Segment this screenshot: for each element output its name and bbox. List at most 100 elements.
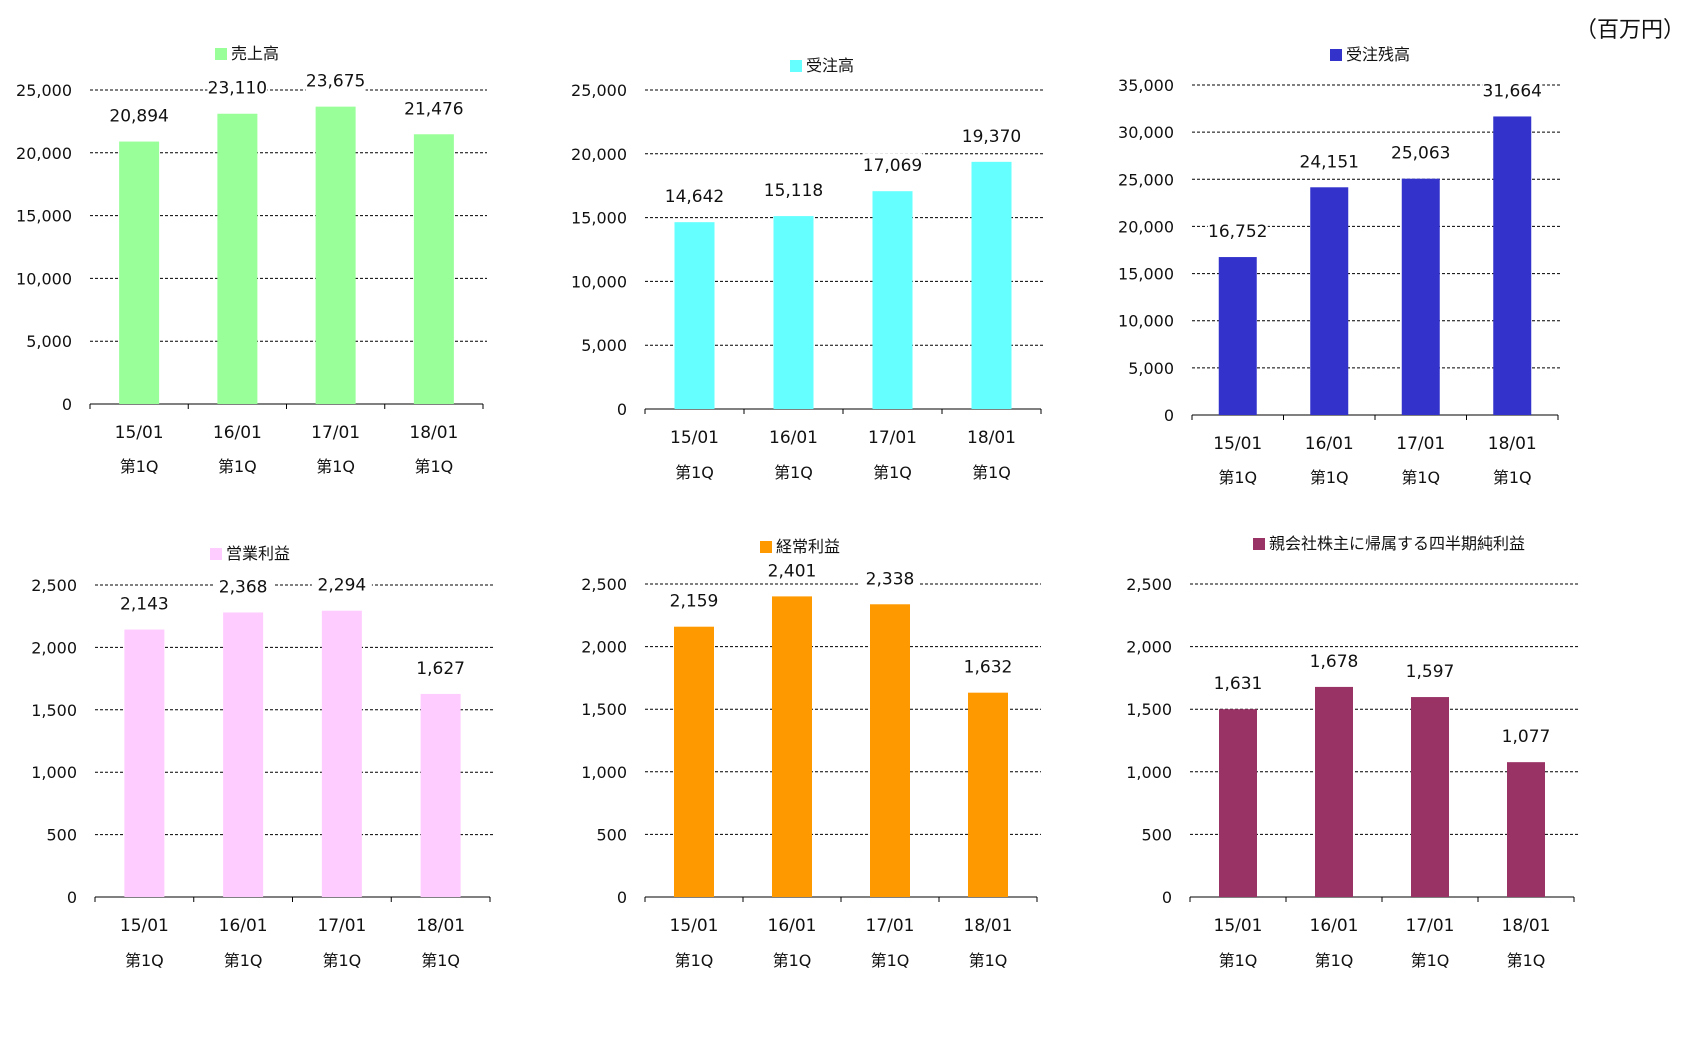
value-label-bg <box>1208 671 1268 696</box>
y-tick-label: 25,000 <box>1118 170 1174 189</box>
value-label: 23,675 <box>306 72 365 92</box>
legend-label: 経常利益 <box>776 537 840 556</box>
y-tick-label: 1,500 <box>581 700 627 719</box>
bar <box>1219 709 1257 897</box>
bar <box>772 596 812 897</box>
y-tick-label: 1,000 <box>581 763 627 782</box>
value-label: 14,642 <box>665 187 724 207</box>
value-label-bg <box>958 654 1018 679</box>
legend-swatch <box>215 48 227 60</box>
category-label: 15/01 <box>120 916 169 936</box>
category-label: 15/01 <box>670 916 719 936</box>
category-sublabel: 第1Q <box>1507 951 1546 970</box>
category-label: 18/01 <box>964 916 1013 936</box>
category-sublabel: 第1Q <box>224 951 263 970</box>
value-label-bg <box>862 153 923 178</box>
y-tick-label: 0 <box>62 395 72 414</box>
category-label: 17/01 <box>1406 916 1455 936</box>
category-sublabel: 第1Q <box>1219 951 1258 970</box>
value-label: 1,632 <box>964 658 1013 678</box>
category-sublabel: 第1Q <box>675 463 714 482</box>
y-tick-label: 500 <box>46 826 77 845</box>
category-label: 15/01 <box>115 423 164 443</box>
y-tick-label: 0 <box>617 400 627 419</box>
value-label-bg <box>1400 659 1460 684</box>
legend-label: 売上高 <box>231 44 279 63</box>
y-tick-label: 0 <box>1162 888 1172 907</box>
legend-label: 営業利益 <box>226 544 290 563</box>
legend-swatch <box>1253 538 1265 550</box>
y-tick-label: 5,000 <box>581 336 627 355</box>
y-tick-label: 2,000 <box>1126 638 1172 657</box>
value-label: 15,118 <box>764 181 823 201</box>
legend-swatch <box>1330 49 1342 61</box>
y-tick-label: 10,000 <box>571 272 627 291</box>
category-label: 18/01 <box>409 423 458 443</box>
category-sublabel: 第1Q <box>414 457 453 476</box>
bar <box>119 141 160 404</box>
y-tick-label: 5,000 <box>26 332 72 351</box>
category-sublabel: 第1Q <box>322 951 361 970</box>
category-label: 17/01 <box>868 428 917 448</box>
y-tick-label: 2,500 <box>581 575 627 594</box>
category-sublabel: 第1Q <box>774 463 813 482</box>
value-label: 25,063 <box>1391 144 1450 164</box>
category-sublabel: 第1Q <box>675 951 714 970</box>
bar <box>1218 257 1257 415</box>
category-label: 15/01 <box>670 428 719 448</box>
category-label: 17/01 <box>317 916 366 936</box>
category-sublabel: 第1Q <box>1401 468 1440 487</box>
bar <box>124 629 165 897</box>
legend-swatch <box>790 60 802 72</box>
category-sublabel: 第1Q <box>1315 951 1354 970</box>
category-sublabel: 第1Q <box>972 463 1011 482</box>
value-label-bg <box>1207 219 1268 244</box>
value-label: 1,631 <box>1214 674 1263 694</box>
value-label: 2,143 <box>120 595 169 615</box>
value-label: 2,401 <box>768 561 817 581</box>
category-label: 17/01 <box>866 916 915 936</box>
value-label-bg <box>1482 78 1543 103</box>
bar <box>674 222 715 409</box>
category-label: 16/01 <box>768 916 817 936</box>
bar <box>217 113 258 404</box>
y-tick-label: 500 <box>1141 825 1172 844</box>
y-tick-label: 1,000 <box>1126 763 1172 782</box>
y-tick-label: 5,000 <box>1128 359 1174 378</box>
category-sublabel: 第1Q <box>316 457 355 476</box>
bar <box>420 693 461 897</box>
category-sublabel: 第1Q <box>1310 468 1349 487</box>
value-label-bg <box>410 655 471 680</box>
legend-label: 親会社株主に帰属する四半期純利益 <box>1269 534 1525 553</box>
legend-swatch <box>760 541 772 553</box>
y-tick-label: 500 <box>596 825 627 844</box>
y-tick-label: 2,000 <box>31 638 77 657</box>
category-label: 17/01 <box>1396 434 1445 454</box>
operating-income-chart: 営業利益 0 500 1,000 1,500 2,000 2,500 2,143 15/01 第1… <box>31 544 494 970</box>
y-tick-label: 10,000 <box>16 269 72 288</box>
category-label: 15/01 <box>1214 916 1263 936</box>
order-backlog-chart: 受注残高 0 5,000 10,000 15,000 20,000 25,000 30,000… <box>1118 45 1562 487</box>
value-label: 20,894 <box>109 107 168 127</box>
category-label: 16/01 <box>769 428 818 448</box>
category-label: 16/01 <box>219 916 268 936</box>
value-label-bg <box>403 96 464 121</box>
bar <box>773 216 814 409</box>
value-label: 21,476 <box>404 99 463 119</box>
category-label: 15/01 <box>1213 434 1262 454</box>
legend-swatch <box>210 548 222 560</box>
ordinary-income-chart: 経常利益 0 500 1,000 1,500 2,000 2,500 2,159 15/01 第1… <box>581 537 1041 970</box>
value-label: 2,294 <box>318 576 367 596</box>
category-sublabel: 第1Q <box>873 463 912 482</box>
category-sublabel: 第1Q <box>120 457 159 476</box>
y-tick-label: 10,000 <box>1118 312 1174 331</box>
value-label: 1,678 <box>1310 652 1359 672</box>
bar <box>223 612 264 897</box>
category-label: 18/01 <box>967 428 1016 448</box>
bar <box>1411 697 1449 897</box>
unit-label: （百万円） <box>1575 18 1684 43</box>
value-label-bg <box>305 68 366 93</box>
category-sublabel: 第1Q <box>773 951 812 970</box>
y-tick-label: 30,000 <box>1118 123 1174 142</box>
orders-received-chart: 受注高 0 5,000 10,000 15,000 20,000 25,000 14,642 1… <box>571 56 1045 482</box>
